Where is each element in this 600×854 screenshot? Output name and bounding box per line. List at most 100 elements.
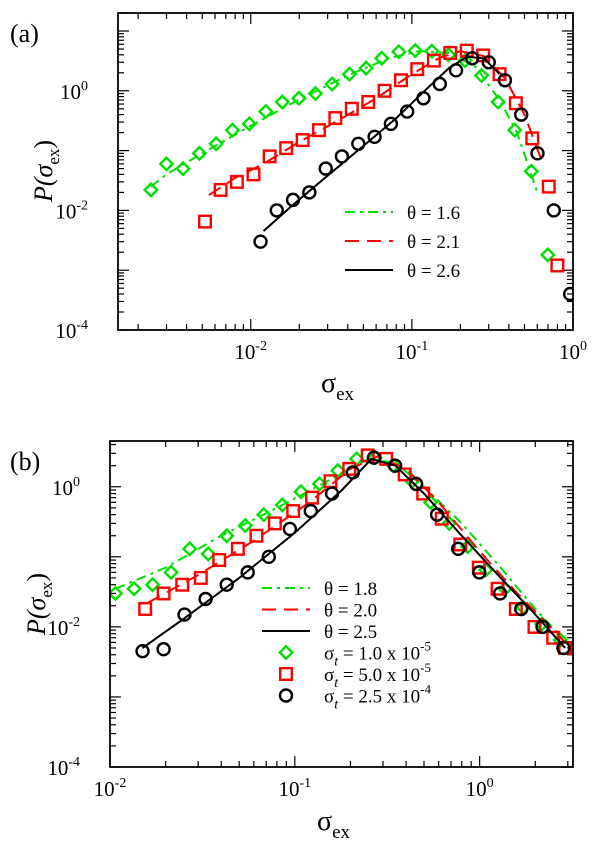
data-point-1-15 [416, 486, 431, 501]
data-point-2-18 [514, 601, 529, 617]
data-point-2-19 [562, 286, 573, 302]
data-point-0-11 [324, 76, 341, 92]
legend-entry-1: θ = 2.0 [262, 601, 377, 622]
data-point-0-2 [175, 160, 191, 177]
data-point-1-19 [508, 96, 523, 111]
data-point-1-21 [527, 619, 542, 634]
data-point-1-9 [344, 101, 359, 116]
legend-entry-5: σt = 2.5 x 10-4 [278, 682, 431, 713]
data-point-2-12 [448, 63, 464, 78]
series-0 [142, 42, 556, 263]
data-point-0-10 [307, 85, 324, 102]
data-point-1-2 [175, 577, 190, 592]
series-1 [197, 43, 565, 273]
fit-line-2 [141, 457, 566, 649]
data-point-2-6 [351, 136, 366, 151]
data-point-0-3 [191, 145, 208, 162]
data-point-0-15 [390, 43, 407, 60]
data-point-1-2 [229, 174, 244, 189]
y-tick-label: 100 [52, 475, 80, 500]
data-point-2-20 [556, 640, 571, 656]
data-point-0-17 [423, 43, 440, 60]
data-point-0-10 [293, 483, 309, 500]
series-1 [138, 448, 573, 655]
legend-label: θ = 2.5 [324, 622, 377, 643]
data-point-0-24 [539, 247, 556, 263]
data-point-2-2 [177, 607, 192, 622]
data-point-1-5 [279, 141, 294, 156]
data-point-1-6 [295, 133, 310, 148]
data-point-0-7 [237, 517, 254, 534]
y-tick-label: 10-2 [47, 615, 80, 640]
legend-marker-3 [278, 644, 294, 661]
data-point-1-3 [246, 167, 261, 182]
legend-label: θ = 2.1 [407, 232, 460, 253]
data-point-1-8 [286, 504, 301, 519]
data-point-0-21 [490, 94, 507, 110]
data-point-2-18 [546, 203, 561, 218]
data-point-2-8 [303, 503, 318, 519]
data-point-1-11 [377, 83, 392, 98]
legend-label: θ = 1.6 [407, 203, 460, 224]
data-point-1-5 [230, 541, 245, 556]
x-tick-label: 10-2 [94, 776, 127, 801]
data-point-2-1 [156, 642, 171, 657]
x-axis-label: σex [317, 806, 351, 843]
data-point-2-10 [345, 465, 361, 480]
x-axis-label: σex [321, 368, 355, 405]
data-point-1-20 [508, 601, 523, 616]
fit-line-2 [262, 55, 501, 232]
legend-marker-4 [279, 667, 294, 682]
data-point-0-22 [506, 122, 523, 139]
legend-label: σt = 5.0 x 10-5 [324, 660, 431, 691]
axis-ticks [118, 12, 574, 331]
data-point-1-8 [328, 111, 343, 126]
data-point-2-0 [253, 234, 268, 249]
legend-label: θ = 2.0 [324, 601, 377, 622]
data-point-1-22 [546, 630, 561, 645]
legend-label: θ = 1.8 [324, 579, 377, 600]
data-point-2-12 [387, 458, 403, 473]
panel-a: 10-2 10-1 100 10-4 10-2 100 σex P(σex) (a) θ = 1.… [10, 12, 587, 405]
legend-label: θ = 2.6 [407, 261, 460, 282]
data-point-0-9 [291, 90, 307, 107]
y-tick-label: 10-2 [55, 198, 88, 223]
data-point-2-11 [366, 450, 382, 465]
legend-label: σt = 2.5 x 10-4 [324, 682, 431, 713]
legend-entry-2: θ = 2.5 [262, 622, 377, 643]
data-point-1-9 [305, 490, 320, 505]
data-point-0-5 [224, 122, 241, 139]
data-point-1-1 [156, 586, 171, 601]
data-point-1-14 [397, 467, 412, 482]
data-point-0-5 [200, 546, 217, 562]
data-point-1-13 [410, 62, 425, 77]
legend: θ = 1.8θ = 2.0θ = 2.5σt = 1.0 x 10-5σt =… [262, 579, 431, 713]
y-axis-label: P(σex) [22, 573, 56, 636]
legend-entry-0: θ = 1.8 [262, 579, 377, 600]
data-point-2-0 [135, 643, 150, 659]
data-point-1-12 [393, 73, 408, 88]
data-point-2-4 [318, 161, 333, 176]
data-point-2-3 [302, 185, 317, 200]
data-point-2-13 [465, 51, 480, 66]
data-point-2-17 [492, 586, 508, 601]
data-point-1-3 [193, 570, 208, 585]
data-point-0-9 [274, 497, 291, 513]
legend-entry-3: σt = 1.0 x 10-5 [278, 639, 431, 670]
data-point-2-2 [285, 192, 301, 208]
data-point-1-4 [212, 553, 227, 568]
data-point-0-4 [208, 135, 225, 152]
y-tick-label: 100 [60, 79, 88, 104]
legend-entry-0: θ = 1.6 [345, 203, 460, 224]
data-point-2-17 [530, 146, 545, 161]
legend-entry-2: θ = 2.6 [345, 261, 460, 282]
legend-label: σt = 1.0 x 10-5 [324, 639, 431, 670]
data-point-0-8 [274, 94, 291, 110]
legend-entry-1: θ = 2.1 [345, 232, 460, 253]
data-point-2-10 [416, 91, 431, 106]
data-point-2-3 [198, 591, 213, 607]
legend-entry-4: σt = 5.0 x 10-5 [279, 660, 431, 691]
data-point-1-7 [267, 516, 282, 531]
data-point-1-21 [541, 179, 556, 194]
x-tick-label: 100 [559, 339, 587, 364]
